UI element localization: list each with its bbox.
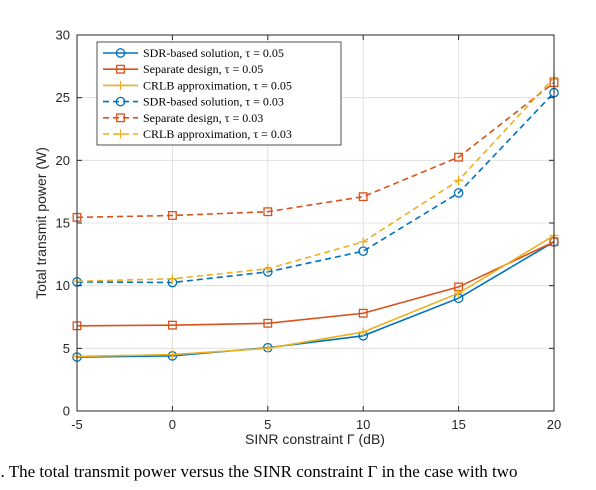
- legend-marker: [116, 113, 125, 123]
- x-tick-label: -5: [71, 417, 83, 432]
- legend-label: Separate design, τ = 0.05: [143, 62, 263, 76]
- legend-entry: CRLB approximation, τ = 0.03: [103, 127, 292, 141]
- data-point: [453, 188, 464, 198]
- y-tick-label: 10: [56, 278, 70, 293]
- caption-text: 2. The total transmit power versus the S…: [0, 462, 518, 481]
- legend-label: CRLB approximation, τ = 0.03: [143, 127, 292, 141]
- x-tick-label: 20: [547, 417, 561, 432]
- series-line: [76, 241, 555, 327]
- legend-marker: [115, 96, 126, 107]
- x-tick-label: 0: [169, 417, 176, 432]
- data-point: [454, 175, 464, 185]
- x-axis-label: SINR constraint Γ (dB): [245, 431, 385, 447]
- legend-marker: [116, 129, 125, 139]
- y-tick-label: 20: [56, 153, 70, 168]
- legend-entry: Separate design, τ = 0.03: [103, 111, 263, 125]
- legend-entry: Separate design, τ = 0.05: [103, 62, 263, 76]
- series-5: [72, 78, 559, 222]
- y-tick-label: 30: [56, 28, 70, 43]
- legend-marker: [116, 80, 125, 90]
- legend-box: [96, 41, 342, 146]
- figure-caption: 2. The total transmit power versus the S…: [0, 450, 596, 490]
- legend-label: SDR-based solution, τ = 0.03: [143, 95, 284, 109]
- data-point: [358, 192, 368, 202]
- legend-entry: CRLB approximation, τ = 0.05: [103, 78, 292, 92]
- series-line: [76, 77, 555, 283]
- data-point: [263, 264, 273, 274]
- legend-label: SDR-based solution, τ = 0.05: [143, 46, 284, 60]
- legend-marker: [115, 48, 126, 58]
- data-point: [358, 246, 369, 257]
- data-point: [263, 207, 273, 217]
- legend-entry: SDR-based solution, τ = 0.05: [103, 46, 284, 60]
- legend-label: CRLB approximation, τ = 0.05: [143, 78, 292, 92]
- y-tick-label: 0: [63, 404, 70, 419]
- data-point: [358, 327, 368, 337]
- series-line: [76, 241, 555, 358]
- series-line: [76, 92, 555, 284]
- data-point: [167, 211, 177, 220]
- data-point: [167, 320, 177, 330]
- legend-label: Separate design, τ = 0.03: [143, 111, 263, 125]
- y-tick-label: 5: [63, 341, 70, 356]
- data-point: [454, 288, 464, 298]
- data-point: [358, 308, 368, 318]
- y-tick-label: 25: [56, 90, 70, 105]
- data-point: [167, 274, 177, 284]
- x-tick-label: 5: [264, 417, 271, 432]
- x-tick-label: 15: [451, 417, 465, 432]
- legend: SDR-based solution, τ = 0.05 Separate des…: [96, 41, 342, 146]
- data-point: [263, 343, 273, 353]
- data-point: [167, 350, 177, 360]
- legend-entry: SDR-based solution, τ = 0.03: [103, 95, 284, 109]
- y-axis-label: Total transmit power (W): [33, 147, 49, 299]
- x-tick-label: 10: [356, 417, 370, 432]
- legend-marker: [116, 64, 125, 74]
- data-point: [454, 152, 464, 162]
- data-point: [263, 318, 273, 328]
- series-layer: [72, 73, 559, 362]
- y-tick-label: 15: [56, 216, 70, 231]
- series-line: [76, 234, 555, 358]
- data-point: [358, 237, 368, 247]
- series-line: [76, 81, 555, 219]
